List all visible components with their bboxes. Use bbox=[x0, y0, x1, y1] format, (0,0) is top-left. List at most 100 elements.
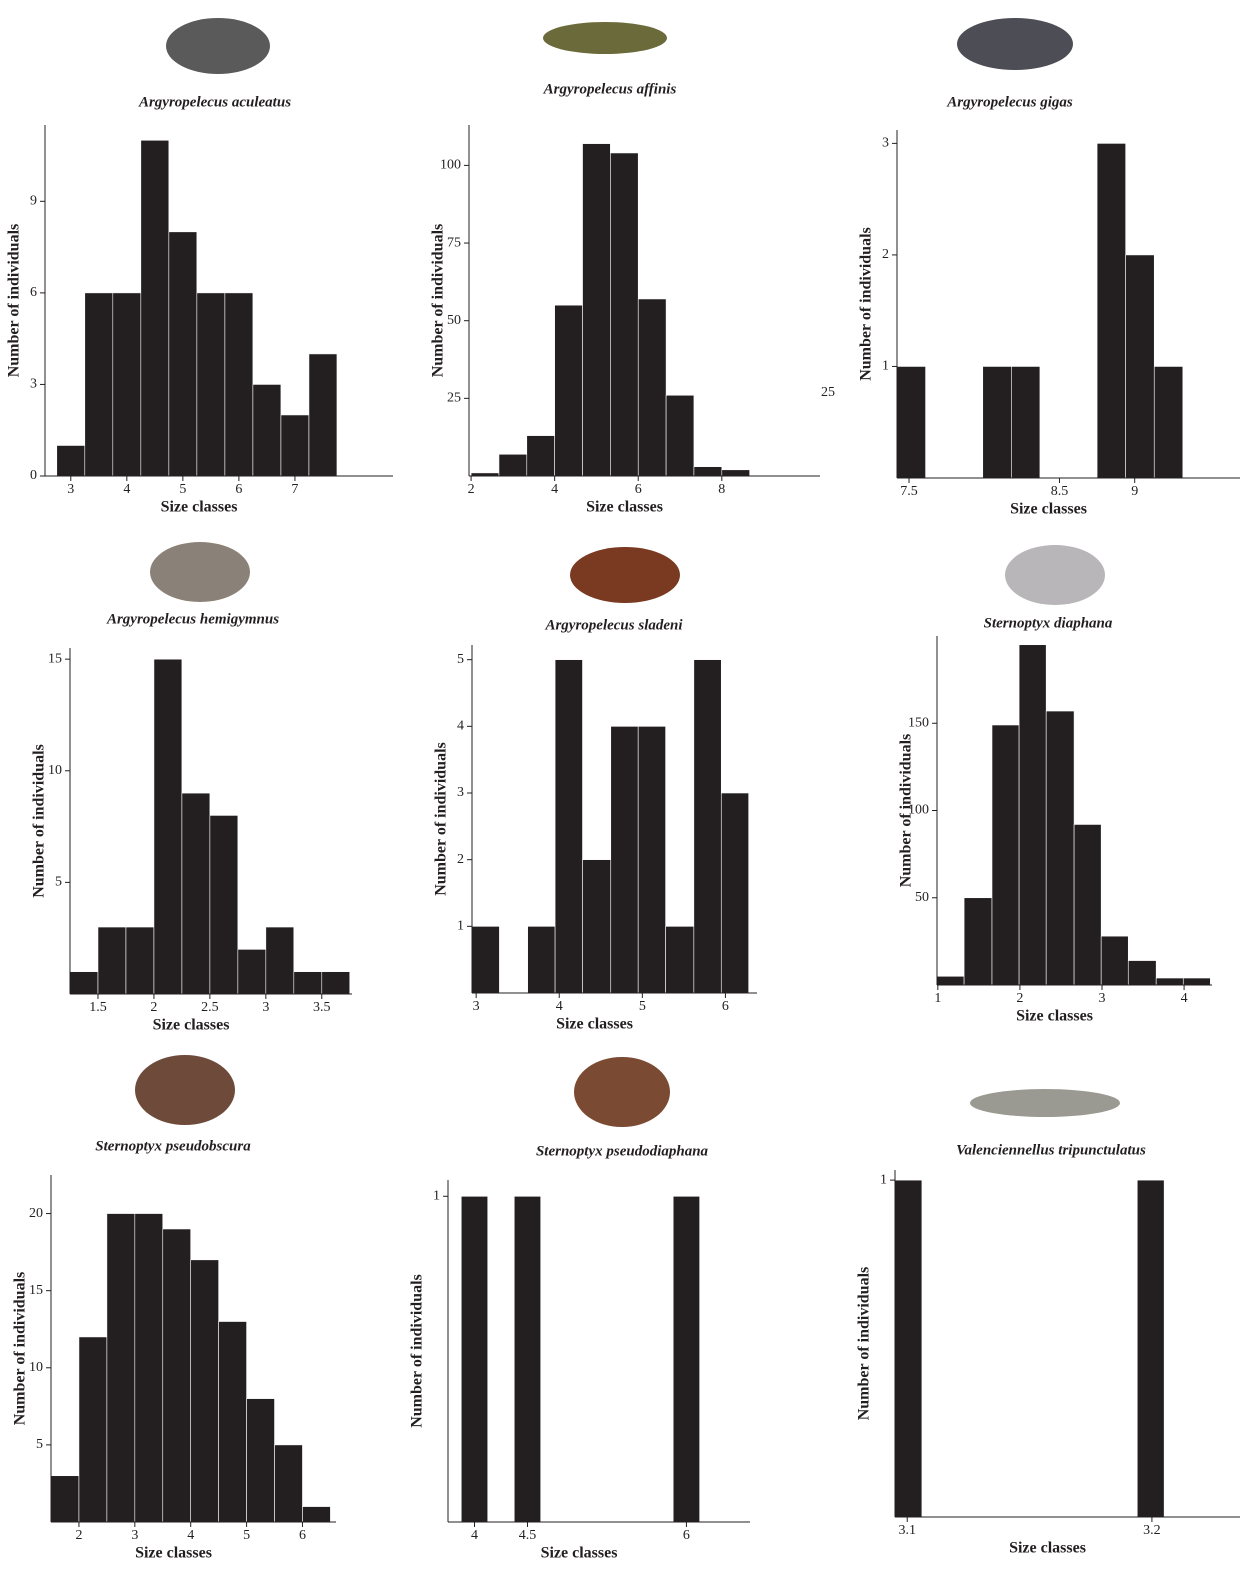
fish-image bbox=[970, 1089, 1120, 1117]
bar bbox=[209, 815, 239, 995]
y-tick-label: 50 bbox=[915, 890, 929, 905]
bar bbox=[582, 143, 611, 477]
x-tick-label: 2 bbox=[1016, 991, 1023, 1006]
x-tick-label: 3.1 bbox=[898, 1523, 916, 1538]
bar bbox=[168, 231, 198, 477]
fish-image bbox=[1005, 545, 1105, 605]
bar bbox=[1045, 710, 1075, 986]
y-tick-label: 4 bbox=[457, 719, 464, 734]
bar bbox=[125, 926, 155, 995]
bar bbox=[1127, 960, 1157, 986]
y-axis-label: Number of individuals bbox=[6, 224, 23, 378]
bar bbox=[720, 792, 749, 994]
bar bbox=[665, 926, 695, 994]
chart-title: Sternoptyx pseudobscura bbox=[95, 1138, 251, 1154]
chart-title: Sternoptyx diaphana bbox=[984, 615, 1113, 631]
bar bbox=[1153, 366, 1184, 479]
bar bbox=[97, 926, 127, 995]
bar bbox=[181, 792, 211, 995]
y-tick-label: 6 bbox=[30, 285, 37, 300]
chart-title: Valenciennellus tripunctulatus bbox=[956, 1142, 1146, 1158]
y-tick-label: 2 bbox=[882, 247, 889, 262]
bar bbox=[894, 1179, 923, 1518]
x-tick-label: 8.5 bbox=[1051, 484, 1069, 499]
bar bbox=[280, 414, 310, 477]
x-tick-label: 6 bbox=[722, 999, 729, 1014]
bar bbox=[162, 1228, 192, 1523]
bar bbox=[963, 897, 993, 986]
x-tick-label: 7.5 bbox=[900, 484, 918, 499]
y-tick-label: 1 bbox=[457, 919, 464, 934]
y-tick-label: 5 bbox=[36, 1437, 43, 1452]
bar bbox=[554, 659, 583, 994]
bar bbox=[693, 659, 722, 994]
x-tick-label: 4 bbox=[123, 482, 130, 497]
bar bbox=[1125, 254, 1155, 479]
x-tick-label: 4 bbox=[551, 482, 558, 497]
bar bbox=[610, 726, 639, 994]
y-axis-label: Number of individuals bbox=[430, 224, 447, 378]
x-tick-label: 6 bbox=[683, 1528, 690, 1543]
y-tick-label: 10 bbox=[48, 763, 62, 778]
x-axis-label: Size classes bbox=[161, 499, 238, 516]
x-axis-label: Size classes bbox=[153, 1017, 230, 1034]
x-tick-label: 3.2 bbox=[1143, 1523, 1161, 1538]
x-tick-label: 2.5 bbox=[201, 1000, 219, 1015]
bar bbox=[527, 926, 556, 994]
fish-image bbox=[166, 18, 270, 74]
bar bbox=[84, 292, 114, 477]
x-tick-label: 4 bbox=[187, 1528, 194, 1543]
y-tick-label: 3 bbox=[457, 785, 464, 800]
chart: Argyropelecus hemigymnus 5 10 15 1.5 2 2.5 3 3.5… bbox=[31, 611, 352, 1034]
bar bbox=[265, 926, 295, 995]
bar bbox=[134, 1213, 164, 1523]
x-tick-label: 3.5 bbox=[313, 1000, 331, 1015]
x-axis-label: Size classes bbox=[541, 1545, 618, 1562]
bar bbox=[106, 1213, 136, 1523]
x-tick-label: 5 bbox=[179, 482, 186, 497]
y-axis-label: Number of individuals bbox=[898, 734, 915, 888]
x-axis-label: Size classes bbox=[1009, 1540, 1086, 1557]
bar bbox=[153, 658, 183, 995]
bar bbox=[56, 445, 86, 477]
y-tick-label: 1 bbox=[433, 1189, 440, 1204]
bar bbox=[637, 726, 666, 994]
x-tick-label: 2 bbox=[468, 482, 475, 497]
bar bbox=[1155, 977, 1184, 986]
y-tick-label: 20 bbox=[29, 1206, 43, 1221]
x-axis-label: Size classes bbox=[1016, 1008, 1093, 1025]
y-tick-label: 25 bbox=[447, 391, 461, 406]
chart-title: Argyropelecus aculeatus bbox=[138, 94, 291, 110]
bar bbox=[672, 1195, 700, 1523]
bar bbox=[637, 298, 667, 477]
y-tick-label: 5 bbox=[457, 652, 464, 667]
y-tick-label: 75 bbox=[447, 235, 461, 250]
y-axis-label: Number of individuals bbox=[12, 1272, 29, 1426]
x-tick-label: 9 bbox=[1131, 484, 1138, 499]
bar bbox=[460, 1195, 489, 1523]
chart: Sternoptyx pseudodiaphana 1 4 4.5 6 Size clas… bbox=[409, 1143, 750, 1562]
chart-title: Argyropelecus gigas bbox=[946, 94, 1073, 110]
bar bbox=[513, 1195, 542, 1523]
x-axis-label: Size classes bbox=[556, 1016, 633, 1033]
x-tick-label: 6 bbox=[299, 1528, 306, 1543]
chart: Valenciennellus tripunctulatus 1 3.1 3.2 Siz… bbox=[856, 1142, 1240, 1557]
x-tick-label: 8 bbox=[718, 482, 725, 497]
y-tick-label: 15 bbox=[29, 1283, 43, 1298]
y-axis-label: Number of individuals bbox=[856, 1267, 873, 1421]
fish-image bbox=[570, 547, 680, 603]
bar bbox=[50, 1475, 80, 1523]
x-axis-label: Size classes bbox=[135, 1545, 212, 1562]
bar bbox=[665, 394, 695, 477]
chart: Argyropelecus aculeatus 0 3 6 9 3 4 5 6 7 Size cla… bbox=[6, 94, 393, 516]
fish-image bbox=[543, 22, 667, 54]
bar bbox=[112, 292, 142, 477]
x-tick-label: 3 bbox=[67, 482, 74, 497]
bar bbox=[471, 926, 500, 994]
bar bbox=[526, 435, 555, 477]
chart-title: Sternoptyx pseudodiaphana bbox=[536, 1143, 709, 1159]
y-tick-label: 3 bbox=[30, 377, 37, 392]
bar bbox=[1100, 935, 1129, 986]
x-tick-label: 3 bbox=[131, 1528, 138, 1543]
